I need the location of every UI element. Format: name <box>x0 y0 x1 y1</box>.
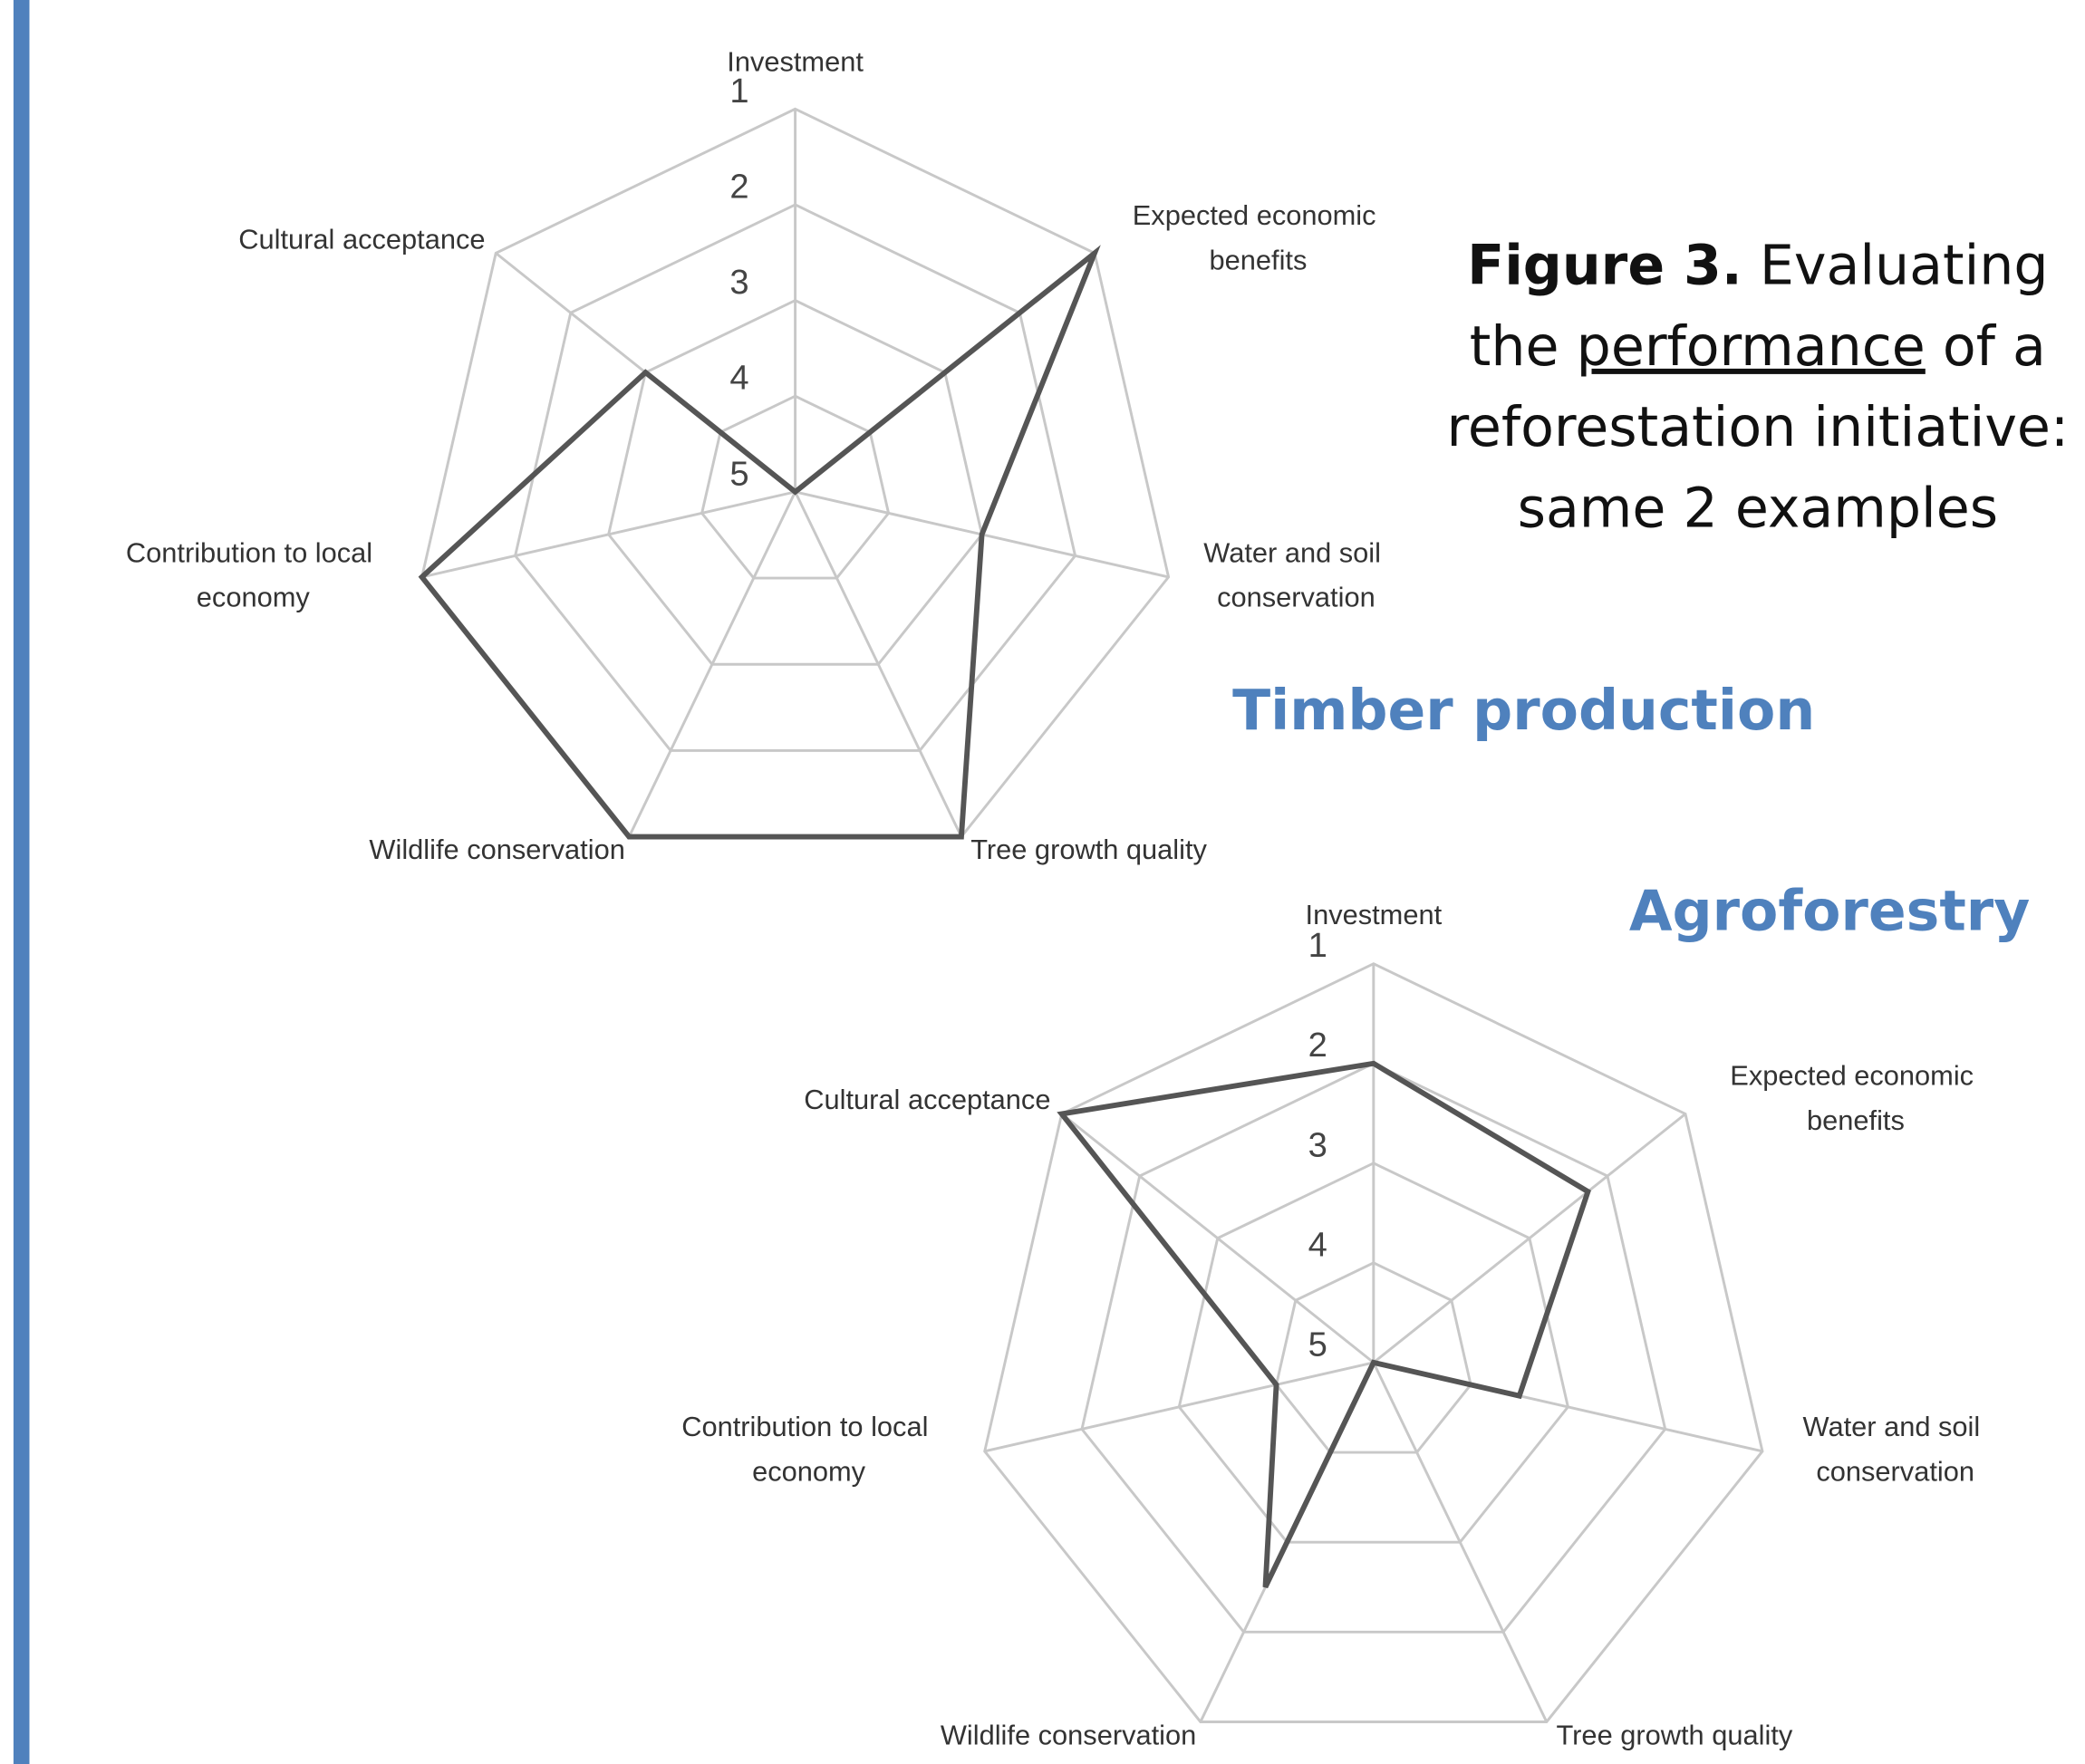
data-line <box>1057 1060 1591 1589</box>
axis-label: Expected economic benefits <box>1133 199 1384 275</box>
caption: Figure 3. Evaluating the performance of … <box>1447 234 2070 541</box>
radar-chart: 1 2 3 4 5 Investment Expected economic benefit… <box>126 46 1389 865</box>
axis-label: Wildlife conservation <box>941 1719 1196 1750</box>
grid-spoke <box>984 1361 1375 1453</box>
caption-label: Figure 3. <box>1467 234 1742 297</box>
grid-ring <box>607 298 984 666</box>
r-tick-label: 1 <box>729 72 748 111</box>
axis-label: Contribution to local economy <box>126 536 381 612</box>
grid-ring <box>1080 1062 1667 1634</box>
axis-label: Cultural acceptance <box>804 1084 1050 1115</box>
grid-spoke <box>1372 1113 1686 1364</box>
caption-text: Evaluating <box>1760 234 2049 297</box>
axis-label: Investment <box>727 46 864 78</box>
caption-text: of a <box>1943 314 2046 378</box>
grid-ring <box>514 203 1077 752</box>
grid-ring <box>1274 1261 1472 1454</box>
axis-label: Expected economic benefits <box>1730 1060 1981 1136</box>
caption-text: reforestation initiative: <box>1447 396 2070 459</box>
r-tick-label: 4 <box>729 359 748 398</box>
r-tick-label: 2 <box>729 167 748 206</box>
grid-spoke <box>421 490 796 579</box>
axis-label: Cultural acceptance <box>238 223 485 255</box>
grid-ring <box>700 394 891 580</box>
r-tick-label: 4 <box>1308 1225 1327 1264</box>
caption-text: same 2 examples <box>1518 477 1998 540</box>
grid-ring <box>1177 1162 1569 1544</box>
caption-text: the <box>1470 314 1559 378</box>
caption-line: Figure 3. Evaluating <box>1467 234 2048 297</box>
grid-ring <box>983 962 1764 1723</box>
axis-label: Tree growth quality <box>970 834 1207 865</box>
axis-label: Water and soil conservation <box>1803 1411 1988 1487</box>
radar-chart: 1 2 3 4 5 Investment Expected economic benefit… <box>681 899 1988 1751</box>
grid-spoke <box>794 491 963 838</box>
data-line <box>418 245 1101 840</box>
chart-title: Agroforestry <box>1629 879 2030 944</box>
r-tick-label: 3 <box>1308 1125 1327 1164</box>
caption-text: performance <box>1577 314 1926 378</box>
r-tick-label: 3 <box>729 263 748 302</box>
axis-label: Water and soil conservation <box>1203 536 1388 612</box>
axis-label: Investment <box>1306 899 1443 930</box>
r-tick-label: 5 <box>1308 1325 1327 1364</box>
side-bar <box>13 0 30 1764</box>
grid-spoke <box>1060 1113 1375 1364</box>
caption-line: the performance of a <box>1470 314 2046 378</box>
grid-spoke <box>1372 1362 1549 1723</box>
chart-title: Timber production <box>1232 678 1815 743</box>
axis-label: Tree growth quality <box>1557 1719 1793 1750</box>
r-tick-label: 2 <box>1308 1026 1327 1065</box>
axis-label: Contribution to local economy <box>681 1411 936 1487</box>
axis-label: Wildlife conservation <box>369 834 624 865</box>
r-tick-label: 5 <box>729 454 748 493</box>
r-tick-label: 1 <box>1308 926 1327 965</box>
grid-spoke <box>627 491 796 838</box>
